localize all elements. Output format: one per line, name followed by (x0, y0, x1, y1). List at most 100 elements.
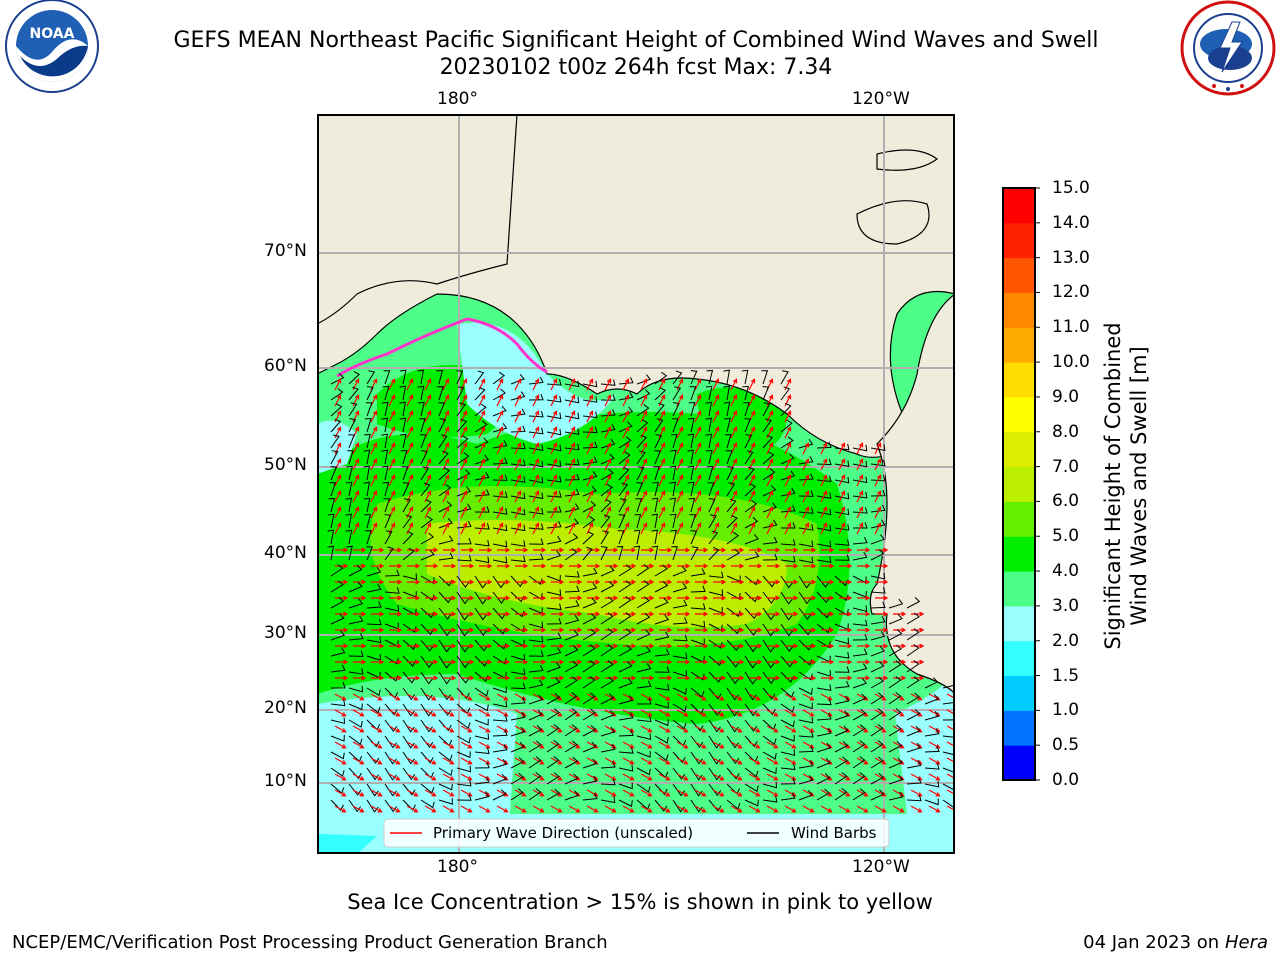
wave-direction-arrow (496, 410, 504, 423)
wave-direction-arrow (425, 611, 439, 617)
wind-barb (743, 402, 750, 417)
wave-direction-arrow (730, 458, 738, 471)
wind-barb (852, 491, 868, 499)
wave-direction-arrow (496, 490, 504, 503)
wave-direction-arrow (406, 693, 419, 701)
wind-barb (348, 685, 364, 693)
wind-barb (924, 798, 939, 806)
wave-direction-arrow (604, 442, 612, 455)
wave-direction-arrow (352, 442, 360, 455)
wind-barb (330, 751, 345, 760)
wind-barb (816, 508, 832, 516)
wave-direction-arrow (424, 709, 437, 717)
colorbar-segment (1003, 571, 1035, 607)
wave-direction-arrow (731, 659, 745, 665)
wind-barb (402, 573, 418, 581)
lat-label-20n: 20°N (264, 698, 307, 718)
wave-direction-arrow (640, 805, 653, 813)
wind-barb (726, 751, 740, 765)
wind-barb (402, 671, 416, 684)
wave-direction-arrow (839, 675, 853, 681)
wave-direction-arrow (766, 474, 774, 487)
wave-direction-arrow (532, 378, 540, 391)
wave-direction-arrow (533, 563, 547, 569)
wind-barb (546, 589, 562, 596)
wind-barb (492, 440, 508, 449)
wave-direction-arrow (875, 547, 889, 553)
wind-barb (600, 676, 614, 689)
wave-direction-arrow (388, 789, 401, 797)
wave-direction-arrow (623, 563, 637, 569)
wind-barb (906, 725, 921, 737)
wave-direction-arrow (892, 805, 905, 813)
wave-direction-arrow (605, 547, 619, 553)
wind-barb (816, 475, 832, 483)
wind-barb (816, 698, 832, 706)
wind-barb (798, 556, 814, 564)
wind-barb (348, 650, 364, 657)
wave-direction-arrow (460, 709, 473, 717)
wave-direction-arrow (371, 563, 385, 569)
wind-barb (456, 435, 469, 449)
wave-direction-arrow (569, 563, 583, 569)
wave-direction-arrow (406, 709, 419, 717)
wind-barb (474, 420, 488, 433)
wind-barb (688, 497, 696, 513)
wave-direction-arrow (568, 709, 581, 717)
wind-barb (762, 639, 775, 653)
wind-barb (706, 369, 714, 385)
wave-direction-arrow (352, 458, 360, 471)
wave-direction-arrow (712, 474, 720, 487)
wave-direction-arrow (514, 378, 522, 391)
wind-barb (870, 504, 886, 513)
wind-barb (618, 580, 632, 593)
wind-barb (816, 727, 832, 737)
wind-barb (330, 682, 346, 689)
wave-direction-arrow (478, 693, 491, 701)
wave-direction-arrow (496, 693, 509, 701)
wind-barb (420, 549, 435, 561)
wind-barb (492, 700, 508, 708)
wave-direction-arrow (767, 579, 781, 585)
wave-direction-arrow (856, 693, 869, 701)
wave-direction-arrow (676, 773, 689, 781)
wave-direction-arrow (713, 579, 727, 585)
wind-barb (780, 453, 795, 465)
wave-direction-arrow (568, 741, 581, 749)
wave-direction-arrow (371, 611, 385, 617)
wave-direction-arrow (587, 611, 601, 617)
wave-direction-arrow (496, 805, 509, 813)
wave-direction-arrow (424, 458, 432, 471)
wave-direction-arrow (550, 394, 558, 407)
wind-barb (330, 717, 346, 725)
wind-barb (382, 481, 390, 497)
wave-direction-arrow (658, 426, 666, 439)
wave-direction-arrow (856, 757, 869, 765)
wave-direction-arrow (820, 490, 828, 503)
wind-barb (724, 417, 731, 433)
wind-barb (798, 716, 814, 724)
wave-direction-arrow (587, 547, 601, 553)
wind-barb (492, 639, 507, 650)
wind-barb (942, 751, 954, 756)
wave-direction-arrow (658, 805, 671, 813)
wave-direction-arrow (694, 805, 707, 813)
wind-barb (492, 405, 507, 417)
wave-direction-arrow (605, 627, 619, 633)
wind-barb (651, 529, 659, 545)
wind-barb (870, 631, 886, 641)
wave-direction-arrow (874, 693, 887, 701)
wind-barb (528, 476, 544, 484)
wind-barb (618, 564, 632, 577)
wind-barb (672, 386, 682, 401)
wave-direction-arrow (677, 563, 691, 569)
wave-direction-arrow (532, 789, 545, 797)
wind-barb (600, 453, 615, 465)
wave-direction-arrow (604, 789, 617, 797)
wind-barb (564, 773, 579, 785)
wind-barb (420, 515, 434, 529)
wind-barb (906, 794, 922, 802)
wind-barb (564, 585, 580, 593)
wave-direction-arrow (946, 741, 954, 749)
colorbar-tick-label: 4.0 (1052, 561, 1080, 582)
